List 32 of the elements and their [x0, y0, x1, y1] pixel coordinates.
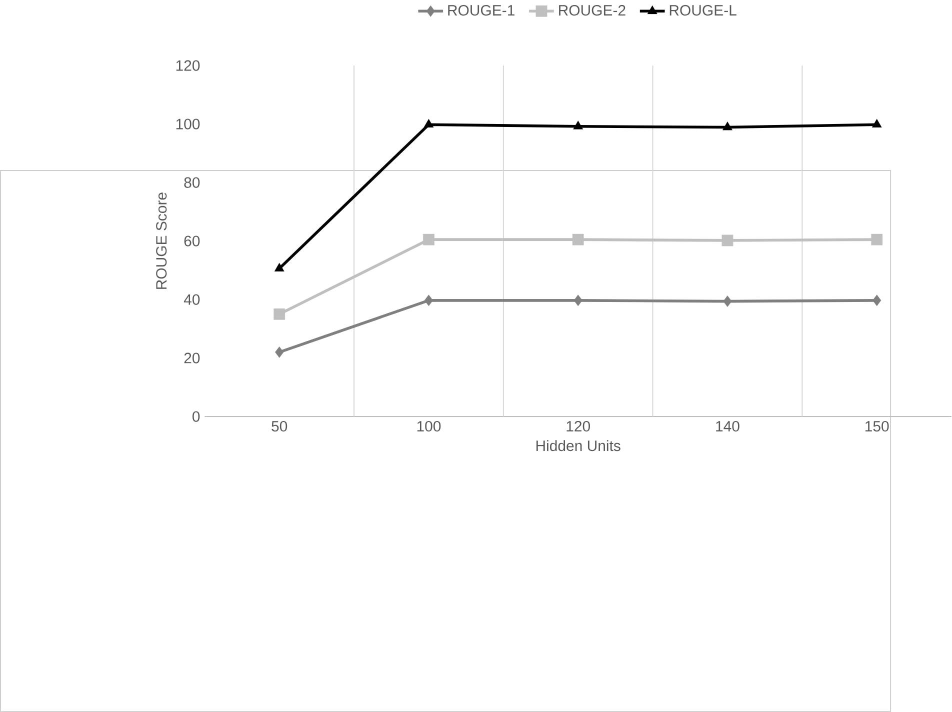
point — [424, 118, 434, 128]
x-tick-label: 120 — [566, 420, 590, 432]
y-tick-label: 20 — [184, 352, 200, 364]
y-tick-label: 0 — [192, 411, 200, 422]
point — [722, 234, 734, 246]
point — [274, 262, 284, 272]
legend-label: ROUGE-1 — [448, 5, 514, 16]
x-axis-title: Hidden Units — [536, 440, 620, 452]
point — [872, 118, 882, 128]
point — [424, 294, 434, 306]
legend-label: ROUGE-L — [670, 5, 736, 16]
legend-label: ROUGE-2 — [559, 5, 626, 16]
point — [572, 234, 584, 246]
y-tick-label: 40 — [184, 294, 200, 305]
point — [574, 294, 582, 306]
y-axis-title: ROUGE Score — [156, 192, 167, 289]
x-tick-label: 100 — [417, 420, 441, 432]
point — [573, 120, 584, 130]
x-tick-label: 50 — [272, 420, 288, 432]
point — [423, 234, 434, 246]
y-tick-label: 120 — [176, 60, 200, 71]
y-tick-label: 60 — [184, 236, 200, 246]
x-tick-label: 140 — [716, 420, 740, 432]
point — [871, 234, 883, 246]
point — [723, 296, 732, 308]
point — [275, 346, 284, 358]
y-tick-label: 80 — [184, 177, 200, 188]
point — [872, 294, 882, 306]
point — [722, 122, 732, 130]
y-tick-label: 100 — [176, 118, 200, 130]
x-tick-label: 150 — [865, 420, 889, 432]
point — [274, 308, 286, 320]
